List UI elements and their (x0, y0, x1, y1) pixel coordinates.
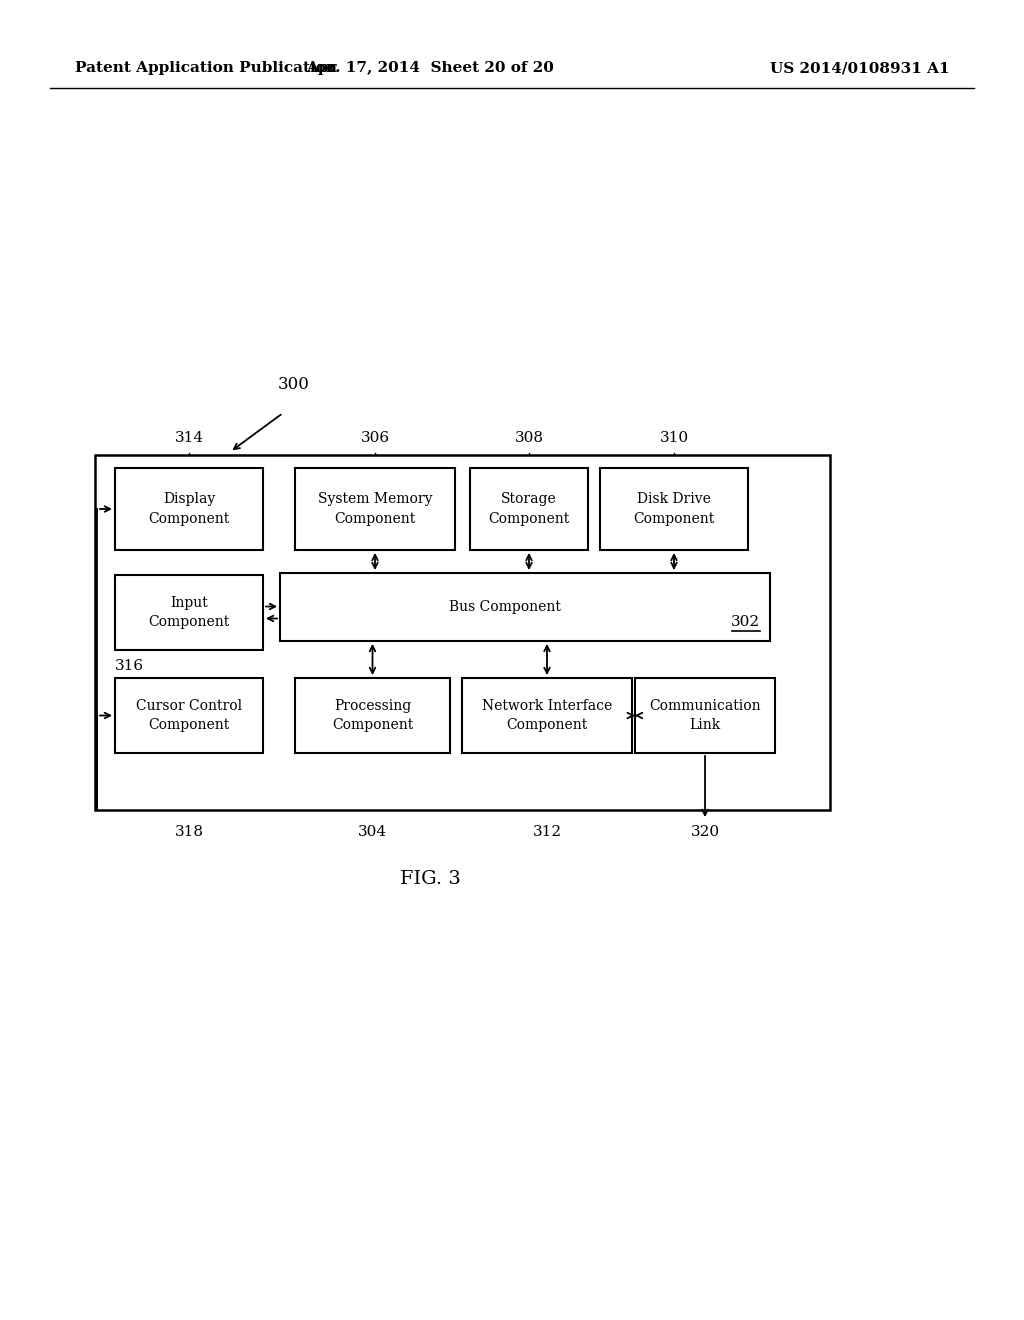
Text: 310: 310 (659, 432, 688, 445)
Text: 302: 302 (731, 615, 760, 630)
Text: 304: 304 (358, 825, 387, 840)
Text: Bus Component: Bus Component (450, 601, 561, 614)
Text: FIG. 3: FIG. 3 (399, 870, 461, 888)
Text: 314: 314 (174, 432, 204, 445)
Text: 316: 316 (115, 659, 144, 673)
Bar (115, 678, 263, 752)
Text: Display
Component: Display Component (148, 492, 229, 525)
Text: 318: 318 (174, 825, 204, 840)
Text: Input
Component: Input Component (148, 595, 229, 630)
Text: Disk Drive
Component: Disk Drive Component (634, 492, 715, 525)
Text: 320: 320 (690, 825, 720, 840)
Text: Communication
Link: Communication Link (649, 698, 761, 733)
Text: Processing
Component: Processing Component (332, 698, 413, 733)
Text: US 2014/0108931 A1: US 2014/0108931 A1 (770, 61, 950, 75)
Bar (115, 469, 263, 550)
Bar (462, 678, 632, 752)
Text: 312: 312 (532, 825, 561, 840)
Bar (295, 469, 455, 550)
Text: Storage
Component: Storage Component (488, 492, 569, 525)
Text: 308: 308 (514, 432, 544, 445)
Text: Apr. 17, 2014  Sheet 20 of 20: Apr. 17, 2014 Sheet 20 of 20 (306, 61, 554, 75)
Text: Network Interface
Component: Network Interface Component (482, 698, 612, 733)
Bar (115, 576, 263, 649)
Bar (470, 469, 588, 550)
Bar (295, 678, 450, 752)
Text: 306: 306 (360, 432, 389, 445)
Bar (635, 678, 775, 752)
Text: System Memory
Component: System Memory Component (317, 492, 432, 525)
Text: 300: 300 (278, 376, 310, 393)
Text: Cursor Control
Component: Cursor Control Component (136, 698, 242, 733)
Bar (280, 573, 770, 642)
Bar (95, 455, 830, 810)
Bar (600, 469, 748, 550)
Text: Patent Application Publication: Patent Application Publication (75, 61, 337, 75)
